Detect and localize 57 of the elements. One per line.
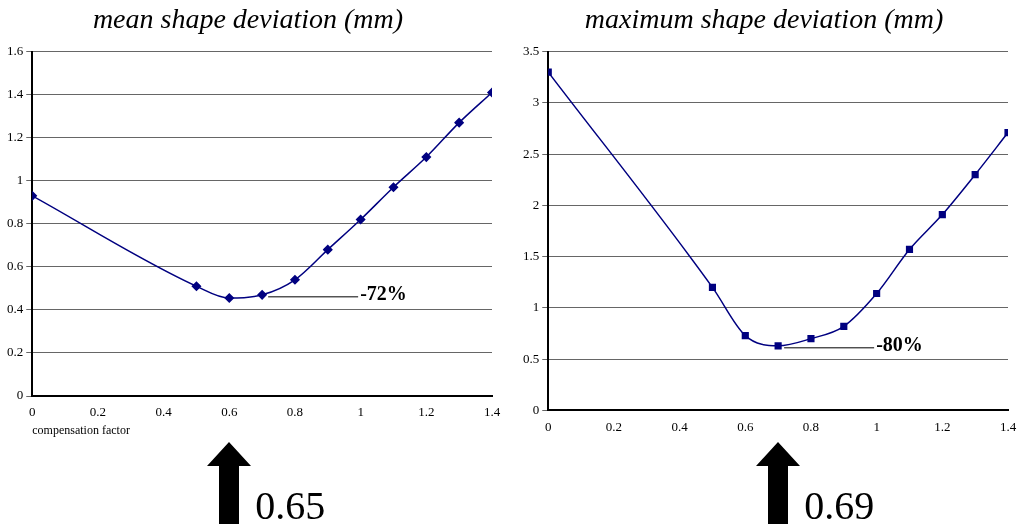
x-tick-label: 0: [545, 418, 552, 434]
x-tick-label: 1.4: [999, 418, 1017, 434]
text: 0.69: [804, 483, 875, 528]
x-axis-title: compensation factor: [32, 422, 130, 437]
point: [971, 171, 979, 179]
point: [741, 331, 749, 340]
annotation: -72%: [360, 282, 407, 304]
point: [938, 211, 946, 219]
y-tick-label: 2: [532, 196, 540, 212]
point: [807, 335, 815, 343]
point: [191, 281, 202, 291]
y-tick-label: 1.2: [7, 129, 24, 145]
y-tick-label: 3.5: [523, 43, 540, 59]
y-tick-label: 1.5: [523, 248, 540, 264]
point: [323, 244, 333, 255]
x-tick-label: 0.2: [89, 404, 107, 420]
y-tick-label: 1.6: [7, 43, 24, 59]
x-tick-label: 1: [873, 418, 880, 434]
point: [355, 214, 366, 225]
y-tick-label: 0.5: [523, 350, 540, 366]
y-tick-label: 0: [16, 387, 24, 403]
y-tick-label: 1: [532, 299, 540, 315]
x-tick-label: 0.8: [286, 404, 304, 420]
x-tick-label: 1.4: [483, 404, 501, 420]
point: [873, 289, 881, 298]
point: [905, 245, 914, 254]
point: [454, 117, 464, 128]
y-tick-label: 0.8: [7, 215, 24, 231]
y-tick-label: 0.2: [7, 344, 24, 360]
x-tick-label: 0.4: [155, 404, 173, 420]
y-tick-label: 1.4: [7, 86, 24, 102]
point: [257, 290, 267, 300]
point: [708, 283, 717, 291]
chart-title: mean shape deviation (mm): [92, 3, 404, 35]
x-tick-label: 0.6: [737, 418, 754, 434]
y-tick-label: 0.6: [7, 258, 24, 274]
chart-title: maximum shape deviation (mm): [584, 3, 944, 35]
point: [388, 182, 399, 192]
x-tick-label: 0.8: [802, 418, 820, 434]
text: 0.65: [255, 483, 326, 528]
y-tick-label: 2.5: [523, 145, 540, 161]
x-tick-label: 1.2: [418, 404, 435, 420]
y-tick-label: 1: [16, 172, 24, 188]
x-tick-label: 0: [29, 404, 36, 420]
point: [290, 275, 300, 285]
y-tick-label: 3: [532, 94, 540, 110]
point: [224, 293, 235, 303]
x-tick-label: 0.2: [605, 418, 623, 434]
annotation: -80%: [876, 332, 923, 355]
point: [840, 322, 848, 330]
x-tick-label: 1.2: [934, 418, 951, 434]
x-tick-label: 1: [357, 404, 364, 420]
x-tick-label: 0.6: [221, 404, 238, 420]
point: [774, 342, 782, 350]
y-tick-label: 0.4: [7, 301, 24, 317]
point: [421, 152, 432, 162]
x-tick-label: 0.4: [671, 418, 689, 434]
